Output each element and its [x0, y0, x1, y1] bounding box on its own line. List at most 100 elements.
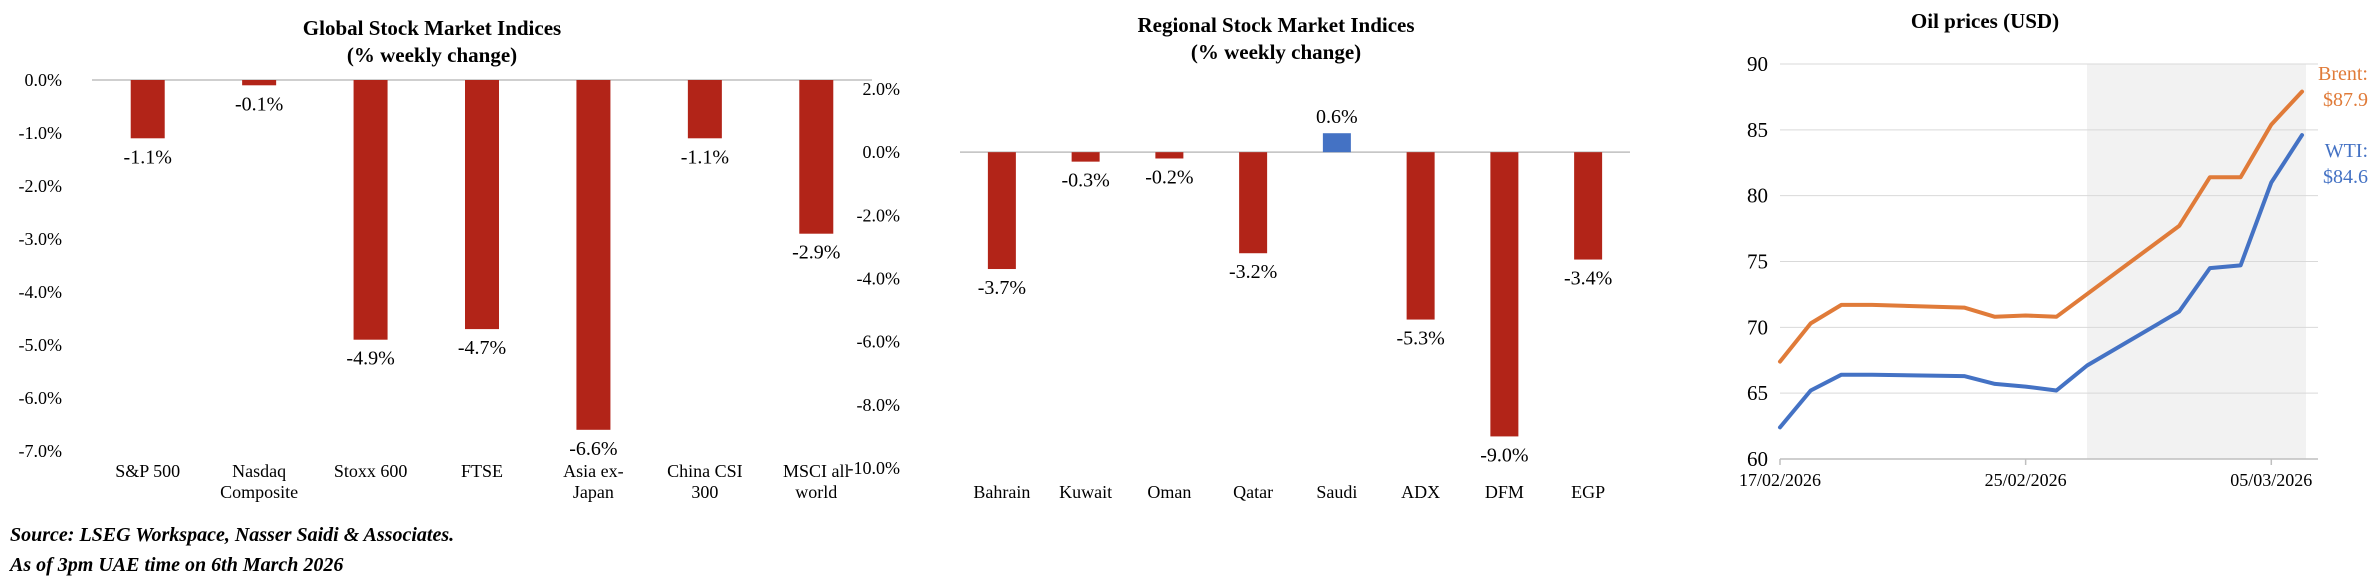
- x-tick-label: 17/02/2026: [1739, 470, 1821, 490]
- regional-chart-subtitle: (% weekly change): [1191, 40, 1361, 64]
- bar: [799, 80, 834, 234]
- global-y-axis: 0.0% -1.0% -2.0% -3.0% -4.0% -5.0% -6.0% -7.0%: [19, 70, 63, 461]
- regional-y-axis: 2.0% 0.0% -2.0% -4.0% -6.0% -8.0% -10.0%: [848, 79, 901, 478]
- category-label: Kuwait: [1059, 482, 1112, 502]
- data-label: -1.1%: [124, 146, 172, 168]
- bar: [1574, 152, 1603, 260]
- y-tick-label: -2.0%: [857, 205, 901, 225]
- data-label: -4.9%: [346, 348, 394, 370]
- oil-prices-chart: Oil prices (USD) 60 65 70 75 80 85 90 17/02/20…: [1739, 9, 2368, 490]
- regional-data-labels: -3.7% -0.3% -0.2% -3.2% 0.6% -5.3% -9.0% -3.4%: [978, 106, 1613, 466]
- category-label: MSCI all world: [783, 461, 850, 502]
- y-tick-label: 60: [1747, 447, 1768, 471]
- category-label: Asia ex-Japan: [563, 461, 623, 502]
- y-tick-label: -7.0%: [19, 441, 63, 461]
- category-label: Bahrain: [973, 482, 1030, 502]
- category-label: China CSI 300: [667, 461, 743, 502]
- brent-end-label: Brent:: [2318, 63, 2368, 85]
- oil-chart-title: Oil prices (USD): [1911, 9, 2059, 33]
- bar: [130, 80, 165, 139]
- global-indices-chart: Global Stock Market Indices (% weekly ch…: [19, 16, 872, 502]
- y-tick-label: -1.0%: [19, 123, 63, 143]
- data-label: -1.1%: [681, 146, 729, 168]
- y-tick-label: 85: [1747, 118, 1768, 142]
- bar: [1071, 152, 1100, 162]
- data-label: -0.3%: [1061, 170, 1109, 192]
- data-label: -2.9%: [792, 242, 840, 264]
- regional-category-labels: Bahrain Kuwait Oman Qatar Saudi ADX DFM EGP: [973, 482, 1605, 502]
- bar: [242, 80, 277, 86]
- bar: [1322, 133, 1351, 153]
- bar: [576, 80, 611, 430]
- category-label: Oman: [1147, 482, 1191, 502]
- y-tick-label: 2.0%: [863, 79, 901, 99]
- regional-indices-chart: Regional Stock Market Indices (% weekly …: [848, 13, 1630, 502]
- oil-series-lines: [1778, 89, 2304, 430]
- data-label: -9.0%: [1480, 444, 1528, 466]
- y-tick-label: -2.0%: [19, 176, 63, 196]
- data-label: -3.2%: [1229, 261, 1277, 283]
- as-of-note: As of 3pm UAE time on 6th March 2026: [8, 554, 343, 576]
- regional-bars: [987, 133, 1603, 437]
- bar: [687, 80, 722, 139]
- data-label: -3.4%: [1564, 268, 1612, 290]
- data-label: -0.2%: [1145, 166, 1193, 188]
- data-label: -0.1%: [235, 93, 283, 115]
- y-tick-label: 80: [1747, 184, 1768, 208]
- oil-end-labels: Brent: $87.9 WTI: $84.6: [2318, 63, 2368, 188]
- category-label: Nasdaq Composite: [220, 461, 298, 502]
- wti-end-value: $84.6: [2323, 166, 2368, 188]
- y-tick-label: 90: [1747, 52, 1768, 76]
- x-tick-label: 25/02/2026: [1985, 470, 2067, 490]
- x-tick-label: 05/03/2026: [2230, 470, 2312, 490]
- global-chart-subtitle: (% weekly change): [347, 43, 517, 67]
- y-tick-label: 0.0%: [25, 70, 63, 90]
- bar: [1155, 152, 1184, 159]
- y-tick-label: -6.0%: [19, 388, 63, 408]
- regional-chart-title: Regional Stock Market Indices: [1137, 13, 1414, 37]
- oil-gridlines: [1780, 63, 2318, 460]
- y-tick-label: -4.0%: [19, 282, 63, 302]
- global-bars: [130, 80, 834, 430]
- wti-line: [1778, 133, 2304, 430]
- category-label: FTSE: [461, 461, 503, 481]
- bar: [987, 152, 1016, 270]
- y-tick-label: -10.0%: [848, 458, 901, 478]
- category-label: Qatar: [1233, 482, 1273, 502]
- oil-x-axis: 17/02/2026 25/02/2026 05/03/2026: [1739, 459, 2312, 490]
- category-label: Stoxx 600: [334, 461, 408, 481]
- data-label: -5.3%: [1396, 328, 1444, 350]
- category-label: S&P 500: [115, 461, 180, 481]
- data-label: 0.6%: [1316, 106, 1358, 128]
- y-tick-label: -6.0%: [857, 332, 901, 352]
- y-tick-label: 0.0%: [863, 142, 901, 162]
- bar: [1406, 152, 1435, 320]
- wti-end-label: WTI:: [2325, 140, 2368, 162]
- oil-y-axis: 60 65 70 75 80 85 90: [1747, 52, 1768, 471]
- global-data-labels: -1.1% -0.1% -4.9% -4.7% -6.6% -1.1% -2.9%: [124, 93, 841, 460]
- data-label: -4.7%: [458, 337, 506, 359]
- brent-end-value: $87.9: [2323, 89, 2368, 111]
- y-tick-label: 70: [1747, 315, 1768, 339]
- global-category-labels: S&P 500 Nasdaq Composite Stoxx 600 FTSE Asia …: [115, 461, 849, 502]
- bar: [1239, 152, 1268, 254]
- y-tick-label: -5.0%: [19, 335, 63, 355]
- category-label: Saudi: [1316, 482, 1357, 502]
- bar: [465, 80, 499, 330]
- y-tick-label: 75: [1747, 250, 1768, 274]
- brent-line: [1778, 89, 2304, 364]
- global-chart-title: Global Stock Market Indices: [303, 16, 561, 40]
- y-tick-label: -3.0%: [19, 229, 63, 249]
- data-label: -6.6%: [569, 438, 617, 460]
- bar: [353, 80, 388, 340]
- y-tick-label: -8.0%: [857, 395, 901, 415]
- bar: [1490, 152, 1519, 437]
- category-label: EGP: [1571, 482, 1605, 502]
- category-label: DFM: [1485, 482, 1524, 502]
- category-label: ADX: [1401, 482, 1440, 502]
- data-label: -3.7%: [978, 277, 1026, 299]
- source-note: Source: LSEG Workspace, Nasser Saidi & A…: [10, 524, 454, 546]
- y-tick-label: -4.0%: [857, 269, 901, 289]
- y-tick-label: 65: [1747, 381, 1768, 405]
